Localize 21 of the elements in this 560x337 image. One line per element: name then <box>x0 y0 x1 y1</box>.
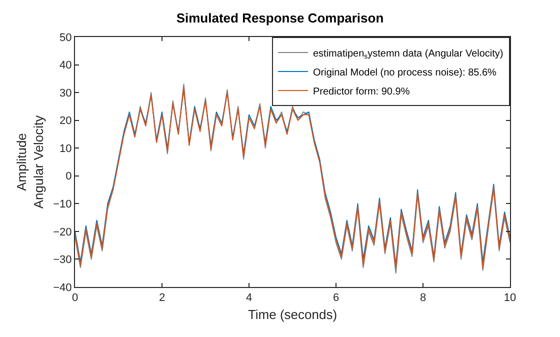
y-tick-label: 20 <box>60 115 72 128</box>
y-tick-label: 50 <box>60 32 72 44</box>
y-tick-label: 0 <box>66 170 72 183</box>
legend-label: Original Model (no process noise): 85.6% <box>313 67 497 78</box>
x-tick-label: 6 <box>332 292 340 304</box>
x-tick-label: 2 <box>158 292 166 304</box>
y-tick-label: 40 <box>60 60 72 72</box>
legend-label: Predictor form: 90.9% <box>313 86 410 98</box>
y-tick-label: 30 <box>60 87 72 100</box>
x-tick-label: 8 <box>420 292 426 304</box>
x-axis-title: Time (seconds) <box>248 306 338 322</box>
y-tick-label: 10 <box>60 142 72 155</box>
chart-title: Simulated Response Comparison <box>176 10 384 26</box>
x-tick-label: 10 <box>504 292 516 304</box>
y-tick-label: −40 <box>53 282 72 294</box>
y-axis-title: Amplitude Angular Velocity <box>14 114 46 209</box>
y-tick-label: −10 <box>53 198 72 211</box>
x-tick-label: 4 <box>246 292 252 304</box>
y-tick-label: −20 <box>53 226 72 238</box>
legend-label: estimatipen$_{s}$ystemn data (Angular Velocity) <box>313 48 504 60</box>
y-tick-label: −30 <box>53 254 72 266</box>
